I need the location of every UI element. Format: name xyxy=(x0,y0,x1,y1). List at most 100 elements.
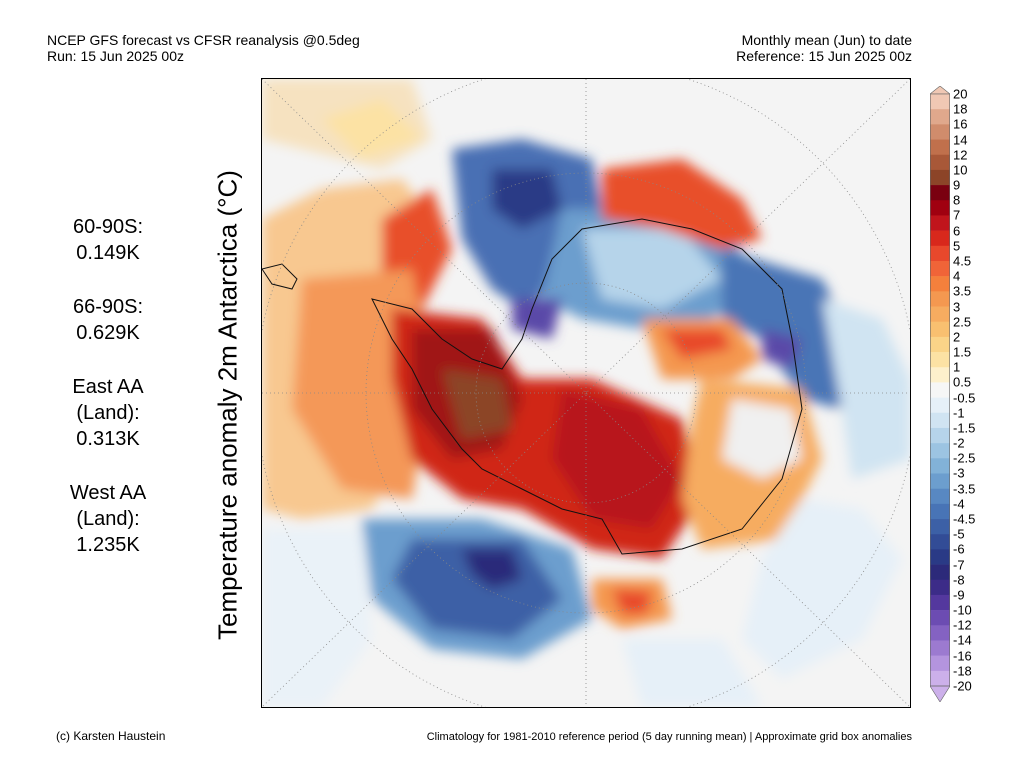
colorbar-segment xyxy=(930,443,950,459)
colorbar-tick-label: -9 xyxy=(953,587,965,603)
colorbar-tick-label: 7 xyxy=(953,207,961,223)
colorbar-tick-label: -12 xyxy=(953,617,972,633)
colorbar-segment xyxy=(930,488,950,505)
climatology-note: Climatology for 1981-2010 reference peri… xyxy=(426,731,912,743)
map-title: NCEP GFS forecast vs CFSR reanalysis @0.… xyxy=(47,32,360,64)
title-line-1: NCEP GFS forecast vs CFSR reanalysis @0.… xyxy=(47,32,360,48)
stat-east-aa: East AA (Land): 0.313K xyxy=(40,374,176,452)
colorbar-segment xyxy=(930,564,950,581)
colorbar-segment xyxy=(930,534,950,550)
subtitle-line-2: Reference: 15 Jun 2025 00z xyxy=(736,48,912,64)
colorbar-tick-label: -20 xyxy=(953,678,972,694)
colorbar-segment xyxy=(930,139,950,156)
stat-line: 66-90S: xyxy=(72,296,144,318)
colorbar-segment xyxy=(930,336,950,353)
colorbar-tick-label: 0.5 xyxy=(953,374,972,390)
credit-text: (c) Karsten Haustein xyxy=(56,729,166,743)
colorbar-segment xyxy=(930,260,950,277)
colorbar-tick-label: -6 xyxy=(953,541,965,557)
map-subtitle: Monthly mean (Jun) to date Reference: 15… xyxy=(736,32,912,64)
colorbar-segment xyxy=(930,124,950,140)
colorbar xyxy=(930,86,950,702)
colorbar-segment xyxy=(930,610,950,626)
antarctica-coastline xyxy=(371,218,803,555)
colorbar-segment xyxy=(930,94,950,110)
colorbar-tick-label: 4 xyxy=(953,268,961,284)
colorbar-segment xyxy=(930,594,950,611)
colorbar-segment xyxy=(930,230,950,247)
colorbar-tick-label: -16 xyxy=(953,648,972,664)
colorbar-segment xyxy=(930,397,950,414)
stat-line: 0.149K xyxy=(76,242,140,264)
colorbar-segment xyxy=(930,185,950,201)
colorbar-tick-label: -4 xyxy=(953,496,965,512)
colorbar-segment xyxy=(930,625,950,641)
stat-line: 0.313K xyxy=(76,428,140,450)
colorbar-tick-label: -14 xyxy=(953,632,972,648)
colorbar-tick-label: 8 xyxy=(953,192,961,208)
colorbar-tick-label: 2.5 xyxy=(953,314,972,330)
regional-stats: 60-90S: 0.149K 66-90S: 0.629K East AA (L… xyxy=(40,214,176,586)
colorbar-tick-label: 1.5 xyxy=(953,344,972,360)
stat-60-90s: 60-90S: 0.149K xyxy=(40,214,176,266)
stat-line: 0.629K xyxy=(76,322,140,344)
colorbar-tick-label: -1.5 xyxy=(953,420,976,436)
colorbar-tick-label: 4.5 xyxy=(953,253,972,269)
colorbar-segment xyxy=(930,276,950,292)
colorbar-tick-label: -0.5 xyxy=(953,390,976,406)
y-axis-label: Temperature anomaly 2m Antarctica (°C) xyxy=(212,170,243,640)
colorbar-segment xyxy=(930,169,950,186)
stat-line: East AA xyxy=(72,376,144,398)
colorbar-segment xyxy=(930,519,950,535)
stat-line: 60-90S: xyxy=(72,216,144,238)
colorbar-segment xyxy=(930,412,950,429)
stat-west-aa: West AA (Land): 1.235K xyxy=(40,480,176,558)
colorbar-tick-label: -8 xyxy=(953,572,965,588)
colorbar-tick-label: -7 xyxy=(953,557,965,573)
colorbar-segment xyxy=(930,503,950,520)
colorbar-tick-label: -3.5 xyxy=(953,481,976,497)
colorbar-segment xyxy=(930,579,950,596)
colorbar-tick-label: 16 xyxy=(953,116,968,132)
colorbar-labels: 20 18 16 14 12 10 9 8 7 6 5 4.5 4 3.5 3 2.5 2 1.5 1 0.5 -0.5… xyxy=(953,88,1013,693)
colorbar-tick-label: -2 xyxy=(953,435,965,451)
colorbar-tick-label: 2 xyxy=(953,329,961,345)
colorbar-segment xyxy=(930,473,950,489)
anomaly-field xyxy=(262,79,910,707)
colorbar-segment xyxy=(930,154,950,171)
colorbar-segment xyxy=(930,306,950,322)
anomaly-map xyxy=(261,78,911,708)
colorbar-tick-label: 6 xyxy=(953,223,961,239)
colorbar-outline xyxy=(930,93,950,687)
colorbar-segment xyxy=(930,215,950,231)
colorbar-tick-label: -5 xyxy=(953,526,965,542)
colorbar-segment xyxy=(930,458,950,474)
anomaly-map-canvas xyxy=(262,79,910,707)
colorbar-tick-label: 9 xyxy=(953,177,961,193)
title-line-2: Run: 15 Jun 2025 00z xyxy=(47,48,184,64)
colorbar-tick-label: 12 xyxy=(953,147,968,163)
stat-line: West AA xyxy=(69,482,147,504)
colorbar-segment xyxy=(930,352,950,368)
stat-66-90s: 66-90S: 0.629K xyxy=(40,294,176,346)
colorbar-segment xyxy=(930,549,950,565)
colorbar-segment xyxy=(930,655,950,672)
colorbar-segment xyxy=(930,670,950,687)
colorbar-segment xyxy=(930,245,950,262)
colorbar-tick-label: 10 xyxy=(953,162,968,178)
colorbar-tick-label: -18 xyxy=(953,663,972,679)
colorbar-tick-label: 5 xyxy=(953,238,961,254)
colorbar-tick-label: -10 xyxy=(953,602,972,618)
colorbar-tick-label: -1 xyxy=(953,405,965,421)
colorbar-max-arrow xyxy=(930,86,950,95)
colorbar-segment xyxy=(930,427,950,444)
colorbar-segment xyxy=(930,321,950,338)
colorbar-min-arrow xyxy=(930,685,950,702)
polar-grid xyxy=(262,79,910,707)
colorbar-tick-label: 18 xyxy=(953,101,968,117)
stat-line: (Land): xyxy=(76,402,140,424)
colorbar-tick-label: -4.5 xyxy=(953,511,976,527)
colorbar-tick-label: 3 xyxy=(953,299,961,314)
stat-line: 1.235K xyxy=(76,534,140,556)
stat-line: (Land): xyxy=(76,508,140,530)
